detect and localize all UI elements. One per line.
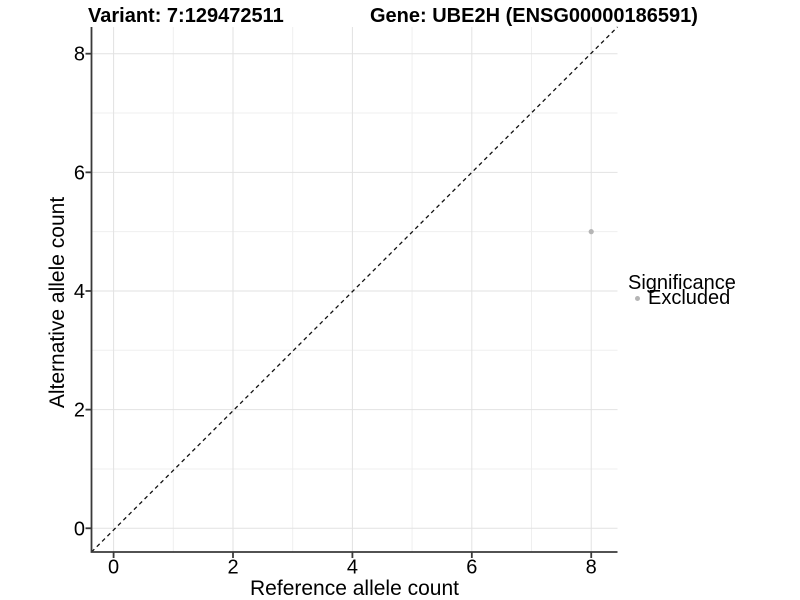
legend-point-icon xyxy=(635,296,640,301)
svg-text:8: 8 xyxy=(74,44,85,66)
svg-text:4: 4 xyxy=(74,281,85,303)
legend-item-label: Excluded xyxy=(648,287,731,309)
svg-text:8: 8 xyxy=(586,557,597,579)
svg-text:4: 4 xyxy=(347,557,358,579)
svg-text:0: 0 xyxy=(74,518,85,540)
svg-text:Reference allele count: Reference allele count xyxy=(250,577,459,600)
svg-text:Alternative allele count: Alternative allele count xyxy=(46,197,69,408)
svg-text:2: 2 xyxy=(227,557,238,579)
legend-item-excluded: Excluded xyxy=(635,287,730,310)
title-variant: Variant: 7:129472511 xyxy=(88,5,284,27)
svg-text:2: 2 xyxy=(74,400,85,422)
svg-text:6: 6 xyxy=(74,162,85,184)
legend-title: Significance xyxy=(628,272,736,294)
svg-text:6: 6 xyxy=(466,557,477,579)
svg-text:0: 0 xyxy=(108,557,119,579)
title-gene: Gene: UBE2H (ENSG00000186591) xyxy=(370,5,698,27)
